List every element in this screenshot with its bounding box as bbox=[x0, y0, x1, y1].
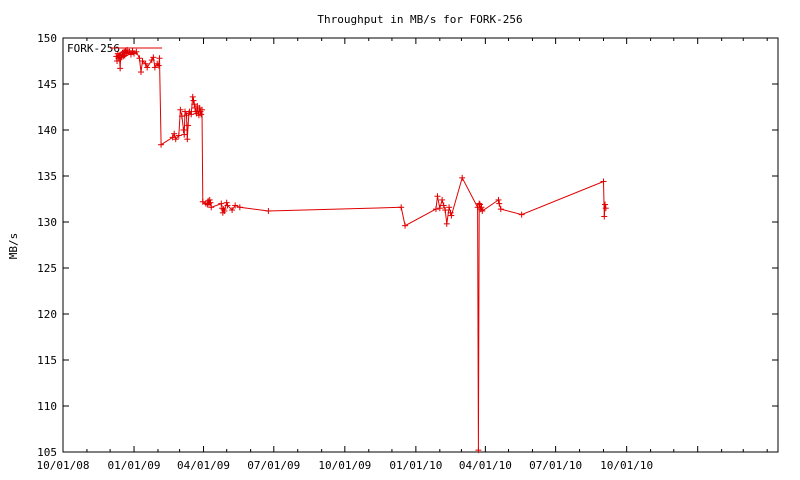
x-tick-label: 07/01/09 bbox=[247, 459, 300, 472]
data-point bbox=[208, 204, 215, 211]
data-point bbox=[218, 200, 225, 207]
data-point bbox=[156, 55, 163, 62]
data-point bbox=[137, 69, 144, 76]
data-point bbox=[446, 204, 453, 211]
data-point bbox=[601, 213, 608, 220]
chart-title: Throughput in MB/s for FORK-256 bbox=[317, 13, 522, 26]
plot-frame bbox=[62, 37, 779, 453]
data-point bbox=[180, 127, 187, 133]
data-point bbox=[198, 106, 205, 113]
y-axis: 105 110 115 120 125 130 135 140 145 150 bbox=[37, 32, 778, 459]
legend-label: FORK-256 bbox=[67, 42, 120, 55]
data-point bbox=[191, 101, 198, 108]
data-point bbox=[115, 55, 122, 62]
data-point bbox=[602, 205, 609, 212]
data-point bbox=[185, 122, 192, 129]
data-point bbox=[443, 220, 450, 227]
data-point bbox=[177, 106, 184, 113]
data-point bbox=[198, 111, 205, 118]
data-point bbox=[189, 93, 196, 100]
data-point bbox=[139, 58, 146, 64]
data-point bbox=[207, 199, 214, 206]
x-tick-label: 07/01/10 bbox=[529, 459, 582, 472]
data-point bbox=[434, 193, 441, 200]
data-point bbox=[602, 201, 609, 208]
data-point bbox=[236, 204, 243, 211]
data-point bbox=[181, 131, 188, 138]
data-point bbox=[133, 48, 140, 55]
data-point bbox=[436, 205, 443, 212]
data-point bbox=[155, 62, 162, 69]
x-tick-label: 04/01/10 bbox=[459, 459, 512, 472]
data-point bbox=[447, 209, 454, 216]
data-point bbox=[440, 202, 447, 209]
y-tick-label: 135 bbox=[37, 170, 57, 183]
y-tick-label: 110 bbox=[37, 400, 57, 413]
x-tick-label: 10/01/09 bbox=[318, 459, 371, 472]
data-point bbox=[229, 207, 236, 214]
data-point bbox=[127, 51, 134, 58]
data-point bbox=[398, 204, 405, 211]
y-tick-label: 120 bbox=[37, 308, 57, 321]
data-point bbox=[518, 211, 525, 218]
data-point bbox=[600, 178, 607, 185]
data-point bbox=[136, 55, 143, 62]
data-point bbox=[169, 134, 176, 141]
data-point bbox=[221, 207, 228, 214]
data-point bbox=[199, 198, 206, 205]
data-point bbox=[265, 207, 272, 214]
x-tick-label: 01/01/09 bbox=[108, 459, 161, 472]
data-point bbox=[175, 132, 182, 139]
data-point bbox=[144, 64, 151, 71]
x-axis: 10/01/08 01/01/09 04/01/09 07/01/09 10/01/09… bbox=[37, 38, 768, 472]
data-point bbox=[478, 204, 485, 211]
x-tick-label: 10/01/10 bbox=[600, 459, 653, 472]
x-tick-label: 01/01/10 bbox=[389, 459, 442, 472]
x-tick-label: 04/01/09 bbox=[177, 459, 230, 472]
data-point bbox=[184, 136, 191, 143]
data-point bbox=[150, 54, 157, 61]
data-point bbox=[171, 130, 178, 137]
data-point bbox=[178, 113, 185, 120]
data-point bbox=[475, 447, 482, 454]
legend: FORK-256 bbox=[67, 42, 162, 55]
data-point bbox=[158, 141, 165, 148]
data-point bbox=[402, 222, 409, 229]
data-point bbox=[223, 199, 230, 206]
data-point bbox=[232, 202, 239, 209]
y-tick-label: 125 bbox=[37, 262, 57, 275]
y-tick-label: 140 bbox=[37, 124, 57, 137]
data-point bbox=[459, 174, 466, 181]
x-tick-label: 10/01/08 bbox=[37, 459, 90, 472]
data-point bbox=[479, 207, 486, 214]
data-point bbox=[172, 136, 179, 143]
y-tick-label: 150 bbox=[37, 32, 57, 45]
y-tick-label: 105 bbox=[37, 446, 57, 459]
y-tick-label: 145 bbox=[37, 78, 57, 91]
y-tick-label: 130 bbox=[37, 216, 57, 229]
data-point bbox=[439, 196, 446, 203]
data-point bbox=[442, 207, 449, 214]
data-point bbox=[496, 200, 503, 207]
data-point bbox=[448, 212, 455, 219]
data-point bbox=[188, 111, 195, 118]
data-point bbox=[497, 206, 504, 213]
data-point bbox=[476, 200, 483, 207]
data-point bbox=[117, 65, 124, 72]
data-point bbox=[190, 97, 197, 104]
data-point bbox=[224, 202, 231, 209]
series-fork-256 bbox=[113, 46, 609, 454]
data-point bbox=[151, 64, 158, 71]
data-point bbox=[206, 196, 213, 203]
y-axis-label: MB/s bbox=[7, 233, 20, 260]
y-tick-label: 115 bbox=[37, 354, 57, 367]
data-point bbox=[432, 206, 439, 213]
data-point bbox=[495, 196, 502, 203]
data-point bbox=[142, 60, 149, 67]
